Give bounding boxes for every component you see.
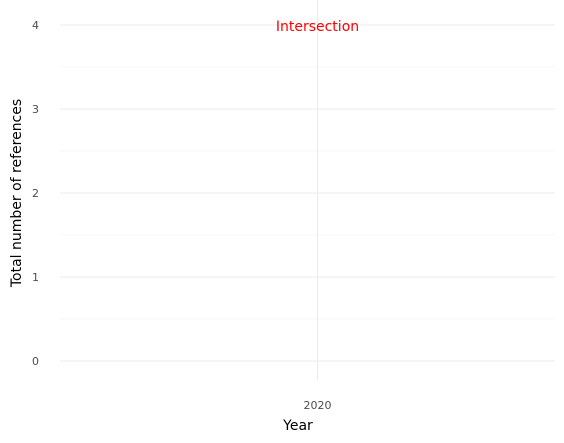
- grid-layer: [60, 0, 555, 380]
- annotation-layer: Intersection: [276, 19, 359, 35]
- y-tick-label: 4: [32, 19, 39, 32]
- y-tick-label: 1: [32, 271, 39, 284]
- x-axis-title: Year: [282, 418, 313, 434]
- annotation-label: Intersection: [276, 19, 359, 35]
- y-axis-ticks: 0 1 2 3 4: [32, 19, 39, 368]
- y-tick-label: 0: [32, 355, 39, 368]
- x-tick-label: 2020: [304, 399, 332, 412]
- y-axis-title: Total number of references: [9, 99, 25, 288]
- y-tick-label: 3: [32, 103, 39, 116]
- y-tick-label: 2: [32, 187, 39, 200]
- x-axis-ticks: 2020: [304, 399, 332, 412]
